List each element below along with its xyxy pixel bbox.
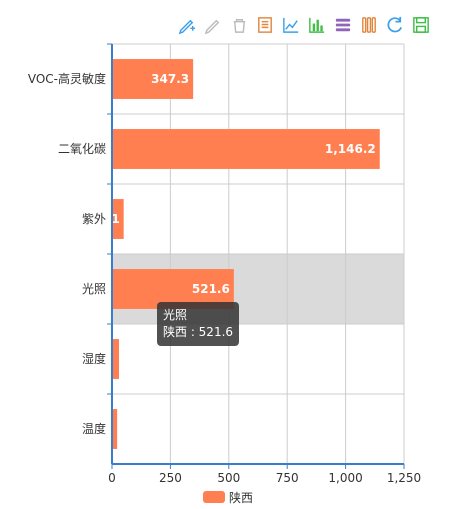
legend-swatch[interactable]: [203, 491, 225, 503]
toolbox: [176, 14, 432, 36]
stack-icon[interactable]: [332, 14, 354, 36]
bar-value-label: 1,146.2: [325, 142, 376, 156]
y-tick-label: 温度: [82, 421, 106, 436]
y-tick-label: VOC-高灵敏度: [28, 71, 106, 86]
x-tick-label: 1,000: [328, 471, 362, 485]
bar: [112, 199, 124, 239]
restore-icon[interactable]: [384, 14, 406, 36]
data-view-icon[interactable]: [254, 14, 276, 36]
bar: [112, 59, 194, 99]
bar: [112, 339, 120, 379]
y-tick-label: 光照: [82, 282, 106, 296]
x-tick-label: 250: [159, 471, 182, 485]
bar-value-label: 347.3: [151, 72, 189, 86]
x-tick-label: 0: [108, 471, 116, 485]
legend-label[interactable]: 陕西: [229, 490, 254, 505]
x-tick-label: 1,250: [387, 471, 421, 485]
mark-clear-icon[interactable]: [228, 14, 250, 36]
tooltip-value: 陕西 : 521.6: [163, 325, 234, 339]
line-chart-icon[interactable]: [280, 14, 302, 36]
mark-icon[interactable]: [176, 14, 198, 36]
mark-undo-icon[interactable]: [202, 14, 224, 36]
save-image-icon[interactable]: [410, 14, 432, 36]
tiled-icon[interactable]: [358, 14, 380, 36]
tooltip-title: 光照: [163, 308, 188, 322]
bar: [112, 129, 380, 169]
y-tick-label: 二氧化碳: [58, 142, 106, 156]
bar-chart-icon[interactable]: [306, 14, 328, 36]
y-tick-label: 湿度: [82, 351, 106, 366]
x-tick-label: 750: [276, 471, 299, 485]
y-tick-label: 紫外: [82, 212, 106, 226]
bar: [112, 409, 118, 449]
legend[interactable]: 陕西: [203, 489, 253, 505]
tooltip: 光照 陕西 : 521.6: [157, 302, 240, 346]
bar-value-label: 1: [111, 212, 119, 226]
x-tick-label: 500: [217, 471, 240, 485]
bar-value-label: 521.6: [192, 282, 230, 296]
